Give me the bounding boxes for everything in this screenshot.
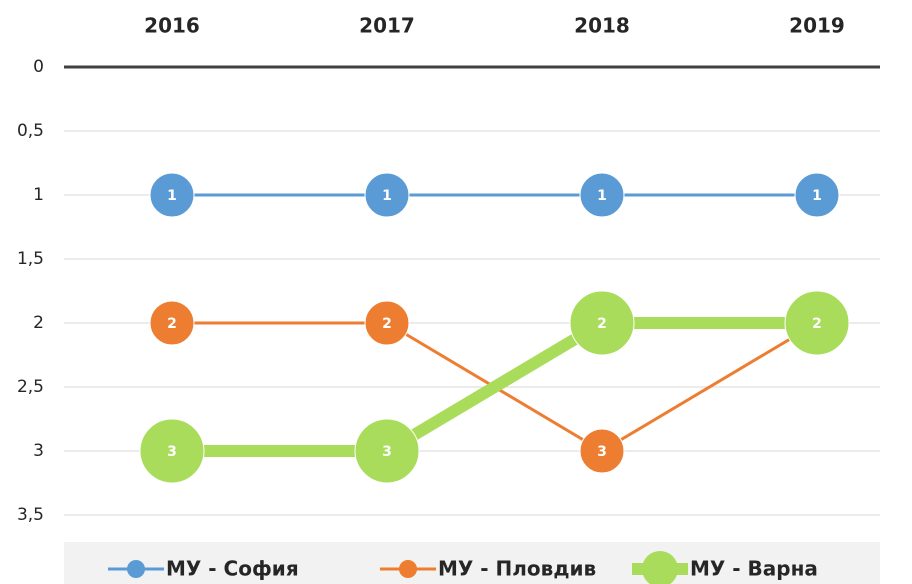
marker bbox=[354, 418, 420, 484]
legend-label: МУ - Варна bbox=[690, 557, 818, 581]
legend-label: МУ - Пловдив bbox=[438, 557, 596, 581]
y-tick-label: 0 bbox=[33, 57, 44, 77]
y-tick-label: 1,5 bbox=[17, 249, 44, 269]
data-label: 2 bbox=[812, 316, 822, 332]
marker bbox=[364, 300, 410, 346]
marker bbox=[579, 428, 625, 474]
legend-box bbox=[64, 542, 880, 584]
marker bbox=[579, 172, 625, 218]
marker bbox=[794, 172, 840, 218]
marker bbox=[784, 290, 850, 356]
y-tick-label: 2,5 bbox=[17, 377, 44, 397]
data-label: 2 bbox=[597, 316, 607, 332]
data-label: 1 bbox=[597, 188, 607, 204]
y-tick-label: 1 bbox=[33, 185, 44, 205]
y-tick-label: 0,5 bbox=[17, 121, 44, 141]
x-tick-label: 2019 bbox=[789, 14, 845, 38]
data-label: 3 bbox=[382, 444, 392, 460]
data-label: 1 bbox=[812, 188, 822, 204]
marker bbox=[149, 300, 195, 346]
legend-marker bbox=[642, 551, 678, 584]
data-label: 1 bbox=[167, 188, 177, 204]
x-tick-label: 2016 bbox=[144, 14, 200, 38]
x-tick-label: 2018 bbox=[574, 14, 630, 38]
x-tick-label: 2017 bbox=[359, 14, 415, 38]
marker bbox=[364, 172, 410, 218]
y-tick-label: 3 bbox=[33, 441, 44, 461]
legend-marker bbox=[399, 560, 417, 578]
data-label: 3 bbox=[167, 444, 177, 460]
marker bbox=[569, 290, 635, 356]
y-tick-label: 2 bbox=[33, 313, 44, 333]
series-line bbox=[172, 317, 817, 457]
y-tick-label: 3,5 bbox=[17, 505, 44, 525]
marker bbox=[139, 418, 205, 484]
data-label: 1 bbox=[382, 188, 392, 204]
marker bbox=[149, 172, 195, 218]
data-label: 3 bbox=[597, 444, 607, 460]
legend-label: МУ - София bbox=[166, 557, 299, 581]
legend-marker bbox=[127, 560, 145, 578]
data-label: 2 bbox=[167, 316, 177, 332]
data-label: 2 bbox=[382, 316, 392, 332]
